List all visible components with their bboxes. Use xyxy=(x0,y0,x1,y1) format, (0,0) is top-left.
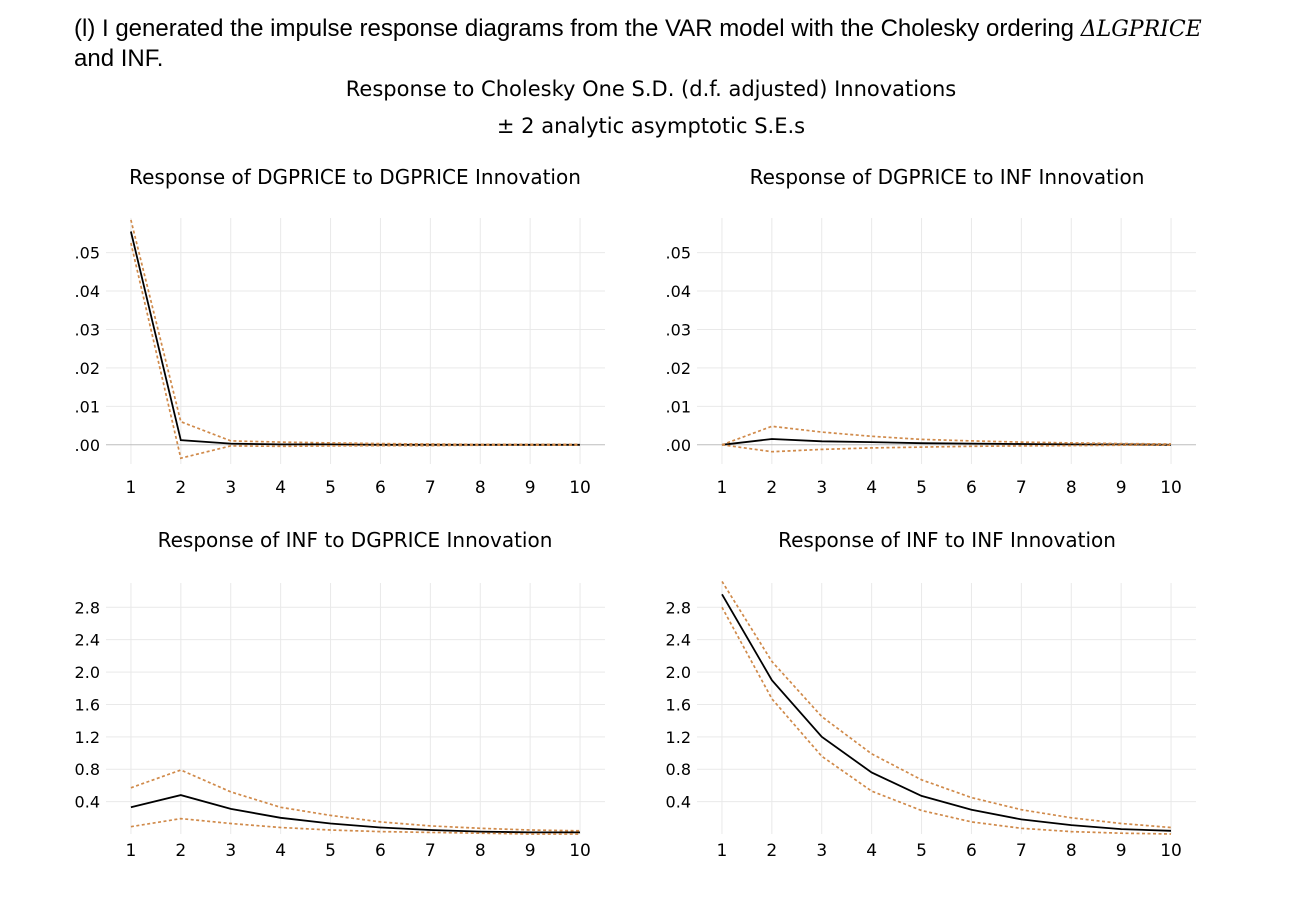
y-tick-label: 1.2 xyxy=(666,728,691,747)
chart-panel-3: Response of INF to DGPRICE Innovation 0.4… xyxy=(75,528,605,861)
response-line xyxy=(721,593,1172,832)
y-tick-label: .00 xyxy=(75,436,100,455)
x-tick-label: 3 xyxy=(816,478,827,498)
upper-band-line xyxy=(721,425,1172,446)
lower-band-line xyxy=(130,242,580,460)
y-tick-label: .05 xyxy=(666,244,691,263)
x-tick-label: 8 xyxy=(1066,478,1077,498)
y-tick-label: 0.8 xyxy=(666,760,691,779)
x-tick-label: 9 xyxy=(1116,478,1127,498)
x-tick-label: 8 xyxy=(1066,841,1077,861)
x-tick-label: 6 xyxy=(375,841,386,861)
lower-band-line xyxy=(721,606,1172,835)
x-tick-label: 6 xyxy=(375,478,386,498)
intro-line2: and INF. xyxy=(74,45,164,72)
x-tick-label: 9 xyxy=(525,478,536,498)
chart-title: Response of INF to INF Innovation xyxy=(778,528,1116,552)
y-tick-label: .03 xyxy=(666,320,691,339)
y-tick-label: .04 xyxy=(75,282,100,301)
x-tick-label: 7 xyxy=(425,478,436,498)
y-tick-label: 2.4 xyxy=(75,631,100,650)
y-tick-label: .01 xyxy=(75,397,100,416)
intro-line1: (l) I generated the impulse response dia… xyxy=(74,15,1081,42)
upper-band-line xyxy=(721,580,1172,829)
x-tick-label: 9 xyxy=(1116,841,1127,861)
y-tick-label: 0.4 xyxy=(666,793,691,812)
y-tick-label: 2.8 xyxy=(75,598,100,617)
lower-band-line xyxy=(130,817,580,835)
x-tick-label: 4 xyxy=(275,478,286,498)
chart-panel-4: Response of INF to INF Innovation 0.4 0.8 1… xyxy=(666,528,1196,861)
intro-paragraph: (l) I generated the impulse response dia… xyxy=(74,14,1254,73)
x-tick-label: 7 xyxy=(425,841,436,861)
intro-math: ΔLGPRICE xyxy=(1080,17,1202,42)
response-line xyxy=(130,231,580,446)
response-line xyxy=(721,438,1172,446)
x-tick-label: 4 xyxy=(866,478,877,498)
response-line xyxy=(130,794,580,834)
x-tick-label: 1 xyxy=(717,478,728,498)
x-tick-label: 1 xyxy=(126,841,137,861)
lower-band-line xyxy=(721,443,1171,453)
chart-panel-1: Response of DGPRICE to DGPRICE Innovatio… xyxy=(75,165,605,498)
upper-band-line xyxy=(130,219,580,446)
y-tick-label: 1.6 xyxy=(75,695,100,714)
y-tick-label: .00 xyxy=(666,436,691,455)
x-tick-label: 2 xyxy=(175,841,186,861)
y-tick-label: .04 xyxy=(666,282,691,301)
x-tick-label: 2 xyxy=(766,478,777,498)
y-tick-label: 2.4 xyxy=(666,631,691,650)
x-tick-label: 4 xyxy=(866,841,877,861)
chart-title: Response of DGPRICE to INF Innovation xyxy=(750,165,1145,189)
x-tick-label: 7 xyxy=(1016,841,1027,861)
y-tick-label: .05 xyxy=(75,244,100,263)
x-tick-label: 7 xyxy=(1016,478,1027,498)
y-tick-label: 0.4 xyxy=(75,793,100,812)
x-tick-label: 1 xyxy=(717,841,728,861)
x-tick-label: 10 xyxy=(1160,478,1182,498)
x-tick-label: 3 xyxy=(225,841,236,861)
x-tick-label: 5 xyxy=(916,478,927,498)
y-tick-label: 2.0 xyxy=(666,663,691,682)
x-tick-label: 10 xyxy=(1160,841,1182,861)
x-tick-label: 2 xyxy=(175,478,186,498)
x-tick-label: 3 xyxy=(816,841,827,861)
x-tick-label: 9 xyxy=(525,841,536,861)
x-tick-label: 10 xyxy=(569,841,591,861)
y-tick-label: 2.0 xyxy=(75,663,100,682)
y-tick-label: 2.8 xyxy=(666,598,691,617)
y-tick-label: .03 xyxy=(75,320,100,339)
chart-panel-2: Response of DGPRICE to INF Innovation .00… xyxy=(666,165,1196,498)
chart-title: Response of DGPRICE to DGPRICE Innovatio… xyxy=(129,165,581,189)
figure-title: Response to Cholesky One S.D. (d.f. adju… xyxy=(345,77,957,101)
x-tick-label: 5 xyxy=(325,478,336,498)
x-tick-label: 1 xyxy=(126,478,137,498)
chart-title: Response of INF to DGPRICE Innovation xyxy=(158,528,553,552)
upper-band-line xyxy=(130,769,581,832)
x-tick-label: 3 xyxy=(225,478,236,498)
x-tick-label: 6 xyxy=(966,478,977,498)
x-tick-label: 5 xyxy=(325,841,336,861)
y-tick-label: 0.8 xyxy=(75,760,100,779)
x-tick-label: 8 xyxy=(475,841,486,861)
y-tick-label: .01 xyxy=(666,397,691,416)
y-tick-label: .02 xyxy=(75,359,100,378)
x-tick-label: 10 xyxy=(569,478,591,498)
x-tick-label: 8 xyxy=(475,478,486,498)
x-tick-label: 2 xyxy=(766,841,777,861)
y-tick-label: 1.6 xyxy=(666,695,691,714)
y-tick-label: .02 xyxy=(666,359,691,378)
y-tick-label: 1.2 xyxy=(75,728,100,747)
x-tick-label: 5 xyxy=(916,841,927,861)
x-tick-label: 6 xyxy=(966,841,977,861)
figure-subtitle: ± 2 analytic asymptotic S.E.s xyxy=(496,114,806,138)
x-tick-label: 4 xyxy=(275,841,286,861)
